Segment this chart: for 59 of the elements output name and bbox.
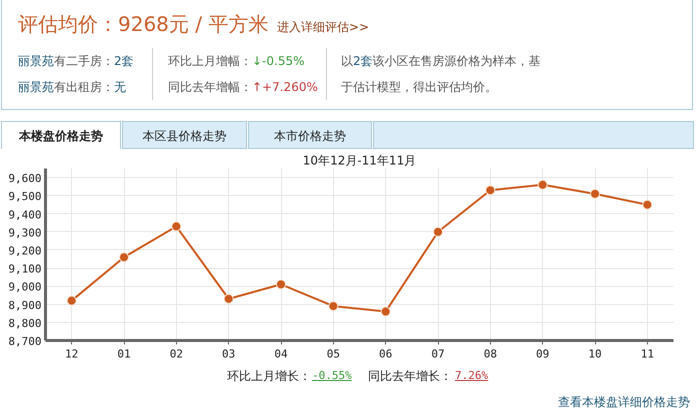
text: -0.55%	[312, 369, 352, 382]
text: ↓-0.55%	[252, 54, 305, 68]
y-tick-label: 8,900	[8, 298, 42, 312]
text: 环比上月增幅：	[168, 54, 252, 68]
point	[119, 252, 129, 262]
x-tick-label: 09	[536, 348, 550, 360]
tab: 本楼盘价格走势	[1, 121, 121, 149]
text: 有出租房：	[54, 80, 114, 94]
y-tick-label: 8,800	[8, 316, 42, 330]
x-tick-label: 06	[379, 348, 392, 360]
x-tick-label: 08	[484, 348, 497, 360]
text: ↑+7.260%	[252, 80, 318, 94]
text: 丽景苑	[18, 80, 54, 94]
point	[642, 200, 652, 210]
y-tick-label: 9,400	[8, 208, 42, 222]
text: 有二手房：	[54, 54, 114, 68]
x-tick-label: 07	[431, 348, 445, 360]
text: 查看本楼盘详细价格走势	[558, 394, 690, 411]
tab: 本市价格走势	[248, 121, 372, 149]
x-tick-label: 12	[65, 348, 78, 360]
chart-title: 10年12月-11年11月	[302, 154, 416, 168]
x-tick-label: 04	[274, 348, 288, 360]
text: 该小区在售房源价格为样本，基	[372, 54, 541, 68]
x-tick-label: 05	[326, 348, 340, 360]
point	[276, 279, 286, 290]
x-tick-label: 11	[640, 348, 654, 360]
point	[66, 296, 77, 306]
point	[433, 226, 443, 237]
point	[224, 294, 234, 304]
y-tick-label: 9,000	[8, 280, 42, 294]
y-tick-label: 9,300	[8, 226, 42, 240]
x-tick-label: 03	[222, 348, 236, 360]
y-tick-label: 8,700	[8, 335, 42, 348]
text: 2套	[353, 54, 373, 68]
text: 2套	[114, 54, 134, 68]
y-tick-label: 9,100	[8, 262, 42, 276]
x-tick-label: 01	[117, 348, 131, 360]
text: 环比上月增长：	[227, 369, 311, 383]
x-tick-label: 10	[588, 348, 602, 360]
text: 同比去年增幅：	[168, 80, 252, 94]
text: 无	[114, 80, 126, 94]
x-tick-label: 02	[170, 348, 183, 360]
y-tick-label: 9,200	[8, 244, 42, 258]
tab: 本区县价格走势	[122, 121, 247, 149]
point	[328, 301, 338, 312]
text: 丽景苑	[18, 54, 54, 68]
point	[590, 188, 600, 199]
point	[380, 306, 391, 317]
text: 评估均价：9268元 / 平方米	[18, 12, 268, 36]
text: 以	[341, 54, 353, 68]
point	[485, 185, 496, 196]
text: 同比去年增长：	[368, 369, 452, 383]
y-tick-label: 9,600	[8, 172, 42, 186]
text: 于估计模型，得出评估均价。	[341, 80, 497, 94]
point	[171, 221, 182, 232]
point	[538, 180, 548, 190]
text: 进入详细评估>>	[277, 20, 370, 34]
y-tick-label: 9,500	[8, 190, 42, 204]
text: 7.26%	[455, 369, 488, 382]
